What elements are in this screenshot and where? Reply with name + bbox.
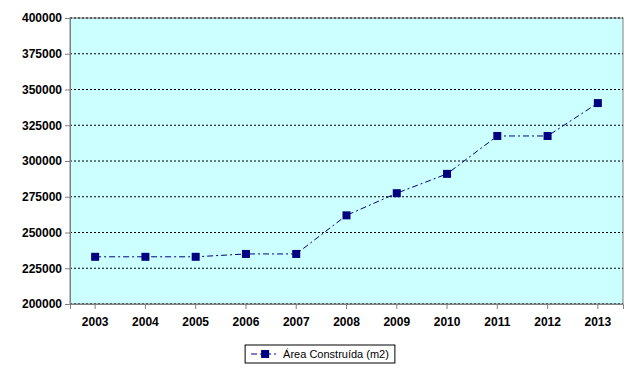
- y-axis-line: [65, 19, 71, 305]
- x-axis-line: [71, 305, 624, 310]
- grid-line: [70, 196, 623, 197]
- point: [393, 189, 401, 197]
- y-tick-label: 375000: [22, 47, 62, 61]
- y-tick-label: 325000: [22, 119, 62, 133]
- grid-line: [70, 125, 623, 126]
- x-tick-mark: [95, 304, 96, 309]
- x-tick-mark: [597, 304, 598, 309]
- x-tick-mark: [447, 304, 448, 309]
- point: [242, 250, 250, 258]
- x-tick-mark: [547, 304, 548, 309]
- legend: Área Construída (m2): [245, 345, 395, 363]
- y-tick: 300000: [22, 154, 70, 168]
- x-axis: 2003 2004 2005 2006 2007 2008 2009 2010 2011 2012…: [71, 304, 624, 329]
- grid-line: [70, 18, 623, 19]
- x-tick: 2012: [534, 304, 561, 329]
- y-tick-mark: [65, 268, 70, 269]
- x-tick-label: 2011: [484, 315, 510, 329]
- grid-line: [70, 161, 623, 162]
- x-tick-mark: [245, 304, 246, 309]
- legend-box: [245, 345, 395, 363]
- y-tick-label: 275000: [22, 190, 62, 204]
- chart: 200000 225000 250000 275000 300000 325000 3500…: [0, 0, 640, 374]
- x-tick-mark: [195, 304, 196, 309]
- grid-line: [70, 89, 623, 90]
- x-tick-label: 2010: [434, 315, 461, 329]
- x-tick-label: 2006: [233, 315, 260, 329]
- y-tick-mark: [65, 90, 70, 91]
- y-tick-mark: [65, 304, 70, 305]
- y-tick-label: 400000: [22, 11, 62, 25]
- point: [91, 253, 99, 261]
- y-tick-mark: [65, 54, 70, 55]
- y-tick: 375000: [22, 47, 70, 61]
- y-tick-mark: [65, 125, 70, 126]
- grid: [70, 18, 623, 304]
- point: [544, 132, 552, 140]
- x-tick: 2005: [182, 304, 209, 329]
- y-tick: 400000: [22, 11, 70, 25]
- x-tick: 2007: [283, 304, 310, 329]
- x-tick: 2004: [132, 304, 159, 329]
- x-tick-label: 2012: [534, 315, 561, 329]
- y-tick: 250000: [22, 226, 70, 240]
- x-tick-label: 2008: [333, 315, 360, 329]
- point: [192, 253, 200, 261]
- y-tick: 350000: [22, 83, 70, 97]
- x-tick-mark: [346, 304, 347, 309]
- y-tick: 225000: [22, 262, 70, 276]
- point: [343, 211, 351, 219]
- y-tick-label: 350000: [22, 83, 62, 97]
- x-tick-mark: [145, 304, 146, 309]
- series-line: [95, 103, 598, 257]
- y-tick-label: 250000: [22, 226, 62, 240]
- y-tick-label: 300000: [22, 154, 62, 168]
- x-tick-label: 2004: [132, 315, 159, 329]
- point: [493, 132, 501, 140]
- x-tick-label: 2005: [182, 315, 209, 329]
- y-tick: 200000: [22, 297, 70, 311]
- x-tick-mark: [497, 304, 498, 309]
- x-tick: 2013: [585, 304, 612, 329]
- grid-line: [70, 232, 623, 233]
- point: [443, 170, 451, 178]
- x-tick-label: 2003: [82, 315, 109, 329]
- y-tick-mark: [65, 18, 70, 19]
- y-tick-mark: [65, 233, 70, 234]
- x-tick-mark: [296, 304, 297, 309]
- y-tick-label: 225000: [22, 262, 62, 276]
- point: [594, 99, 602, 107]
- y-tick-mark: [65, 197, 70, 198]
- marks: [91, 99, 602, 261]
- point: [292, 250, 300, 258]
- x-tick-mark: [396, 304, 397, 309]
- legend-label: Área Construída (m2): [283, 348, 389, 360]
- plot-area: [70, 18, 623, 304]
- x-tick: 2003: [82, 304, 109, 329]
- point: [141, 253, 149, 261]
- y-tick: 325000: [22, 119, 70, 133]
- y-tick: 275000: [22, 190, 70, 204]
- x-tick: 2009: [383, 304, 410, 329]
- grid-line: [70, 53, 623, 54]
- y-tick-label: 200000: [22, 297, 62, 311]
- x-tick: 2006: [233, 304, 260, 329]
- x-tick-label: 2013: [585, 315, 612, 329]
- legend-entry: Área Construída (m2): [251, 348, 389, 360]
- y-tick-mark: [65, 161, 70, 162]
- x-tick: 2011: [484, 304, 510, 329]
- x-tick: 2008: [333, 304, 360, 329]
- grid-line: [70, 268, 623, 269]
- y-axis: 200000 225000 250000 275000 300000 325000 3500…: [22, 11, 71, 311]
- x-tick-label: 2009: [383, 315, 410, 329]
- legend-marker: [261, 350, 269, 358]
- x-tick: 2010: [434, 304, 461, 329]
- x-tick-label: 2007: [283, 315, 310, 329]
